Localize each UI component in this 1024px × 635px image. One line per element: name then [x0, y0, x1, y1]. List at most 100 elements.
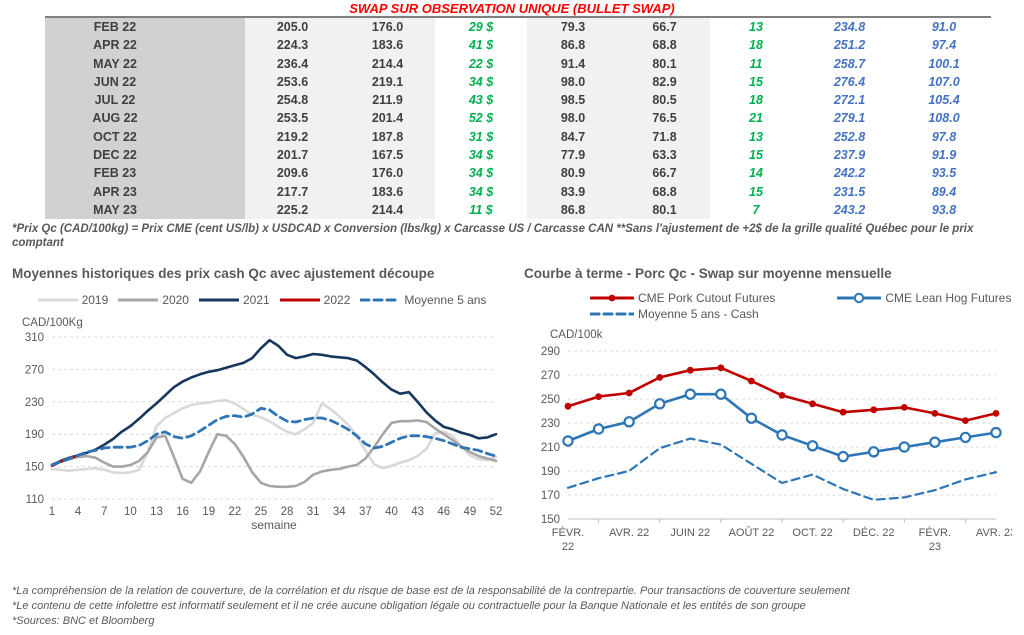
- legend-label: Moyenne 5 ans - Cash: [638, 307, 759, 321]
- svg-text:310: 310: [25, 332, 44, 344]
- swap-table: FEB 22 205.0 176.0 29 $79.3 66.7 13 234.8 91.0 A…: [45, 16, 991, 220]
- table-cell-cme: 80.9: [527, 164, 619, 183]
- table-cell-cme-avg: 80.5: [619, 91, 710, 110]
- svg-text:FÉVR.: FÉVR.: [552, 526, 584, 539]
- table-cell-cme-avg: 68.8: [619, 36, 710, 55]
- table-cell-swap-price: 279.1: [833, 111, 866, 126]
- legend-item-2022: 2022: [279, 293, 351, 307]
- table-cell-month: FEB 22: [45, 18, 245, 37]
- table-cell-price-qc: 217.7: [245, 182, 340, 201]
- svg-text:270: 270: [25, 364, 44, 376]
- table-cell-cme: 83.9: [527, 182, 619, 201]
- svg-text:19: 19: [202, 506, 215, 518]
- table-cell-cme-avg: 82.9: [619, 72, 710, 92]
- legend-item-2019: 2019: [37, 293, 109, 307]
- table-cell-month: JUN 22: [45, 72, 245, 92]
- svg-text:190: 190: [541, 466, 560, 478]
- table-cell-price-qc: 236.4: [245, 54, 340, 73]
- table-cell-month: APR 22: [45, 36, 245, 55]
- svg-text:23: 23: [929, 541, 941, 553]
- svg-text:270: 270: [541, 370, 560, 382]
- table-cell-gain: 41 $: [468, 38, 494, 53]
- table-cell-price-avg: 211.9: [340, 91, 435, 110]
- table-cell-swap-us: 91.0: [931, 20, 957, 34]
- line-swatch-2020-icon: [118, 298, 159, 302]
- disclaimer-notes: *La compréhension de la relation de couv…: [12, 584, 1016, 629]
- table-cell-cme-avg: 66.7: [619, 164, 710, 183]
- table-cell-count: 18: [749, 38, 763, 53]
- table-cell-price-avg: 167.5: [340, 146, 435, 165]
- legend-item-moyenne-cash: Moyenne 5 ans - Cash: [590, 307, 759, 321]
- legend-item-lean-hog: CME Lean Hog Futures: [837, 291, 1011, 305]
- svg-text:AVR. 22: AVR. 22: [609, 527, 649, 539]
- svg-text:150: 150: [25, 462, 44, 474]
- table-cell-count: 13: [749, 129, 763, 144]
- svg-text:10: 10: [124, 506, 137, 518]
- svg-text:AOÛT 22: AOÛT 22: [729, 526, 775, 539]
- disclaimer-line: *Le contenu de cette infolettre est info…: [12, 600, 806, 612]
- table-cell-count: 21: [749, 111, 763, 126]
- svg-text:230: 230: [541, 418, 560, 430]
- table-cell-swap-us: 89.4: [931, 184, 957, 199]
- table-cell-price-avg: 219.1: [340, 72, 435, 92]
- svg-text:40: 40: [385, 506, 398, 518]
- table-cell-count: 7: [752, 202, 760, 217]
- table-footnote: *Prix Qc (CAD/100kg) = Prix CME (cent US…: [12, 223, 974, 249]
- table-cell-cme: 86.8: [527, 36, 619, 55]
- svg-text:DÉC. 22: DÉC. 22: [853, 526, 895, 539]
- legend-label: 2022: [323, 293, 351, 307]
- table-cell-gain: 43 $: [468, 93, 494, 108]
- table-cell-cme: 98.0: [527, 72, 619, 92]
- table-cell-gain: 11 $: [469, 202, 493, 217]
- svg-text:OCT. 22: OCT. 22: [792, 527, 832, 539]
- forward-line-chart: 150 170 190 210 230 250 270 290 FÉVR. 22 AVR. 22 JU…: [541, 346, 1012, 553]
- table-cell-count: 15: [749, 148, 763, 163]
- table-cell-cme: 98.5: [527, 91, 619, 110]
- svg-text:7: 7: [101, 506, 107, 518]
- table-cell-cme-avg: 68.8: [619, 182, 710, 201]
- table-cell-month: MAY 23: [45, 200, 245, 220]
- table-cell-swap-us: 97.8: [931, 129, 957, 144]
- svg-text:31: 31: [307, 506, 320, 518]
- svg-text:110: 110: [26, 494, 44, 506]
- legend-label: Moyenne 5 ans: [404, 293, 487, 307]
- table-cell-swap-us: 100.1: [928, 56, 960, 71]
- table-cell-count: 11: [749, 56, 763, 71]
- legend-label: CME Lean Hog Futures: [885, 291, 1012, 305]
- svg-text:49: 49: [463, 506, 476, 518]
- table-cell-count: 14: [749, 166, 763, 181]
- line-swatch-2022-icon: [279, 298, 320, 302]
- legend-label: CME Pork Cutout Futures: [638, 291, 776, 305]
- table-cell-swap-price: 276.4: [833, 74, 866, 89]
- table-cell-cme: 84.7: [527, 127, 619, 147]
- dashed-line-swatch-icon: [360, 298, 401, 302]
- table-cell-cme: 86.8: [527, 200, 619, 220]
- table-cell-price-qc: 254.8: [245, 91, 340, 110]
- table-cell-count: 15: [749, 184, 763, 199]
- table-cell-price-qc: 219.2: [245, 127, 340, 147]
- table-cell-cme: 77.9: [527, 146, 619, 165]
- table-cell-swap-us: 107.0: [928, 74, 960, 89]
- table-cell-month: APR 23: [45, 182, 245, 201]
- table-cell-price-avg: 183.6: [340, 36, 435, 55]
- table-cell-swap-price: 252.8: [833, 129, 866, 144]
- svg-text:46: 46: [437, 506, 450, 518]
- svg-text:210: 210: [541, 442, 560, 454]
- legend-label: 2019: [81, 293, 109, 307]
- svg-text:290: 290: [541, 346, 560, 358]
- table-cell-cme-avg: 80.1: [619, 54, 710, 73]
- legend-label: 2020: [162, 293, 189, 307]
- swap-table-grid: FEB 22 205.0 176.0 29 $79.3 66.7 13 234.8 91.0 A…: [45, 18, 991, 220]
- line-swatch-2019-icon: [37, 298, 78, 302]
- svg-text:AVR. 23: AVR. 23: [976, 527, 1012, 539]
- svg-text:28: 28: [281, 506, 294, 518]
- forward-chart-legend-row1: CME Pork Cutout Futures CME Lean Hog Fut…: [590, 291, 1016, 305]
- table-cell-swap-price: 272.1: [833, 93, 866, 108]
- table-cell-price-avg: 183.6: [340, 182, 435, 201]
- table-cell-month: FEB 23: [45, 164, 245, 183]
- table-cell-price-avg: 187.8: [340, 127, 435, 147]
- table-cell-price-qc: 205.0: [245, 18, 340, 37]
- table-cell-cme-avg: 71.8: [619, 127, 710, 147]
- forward-chart-legend-row2: Moyenne 5 ans - Cash: [590, 307, 1016, 321]
- svg-text:22: 22: [228, 506, 241, 518]
